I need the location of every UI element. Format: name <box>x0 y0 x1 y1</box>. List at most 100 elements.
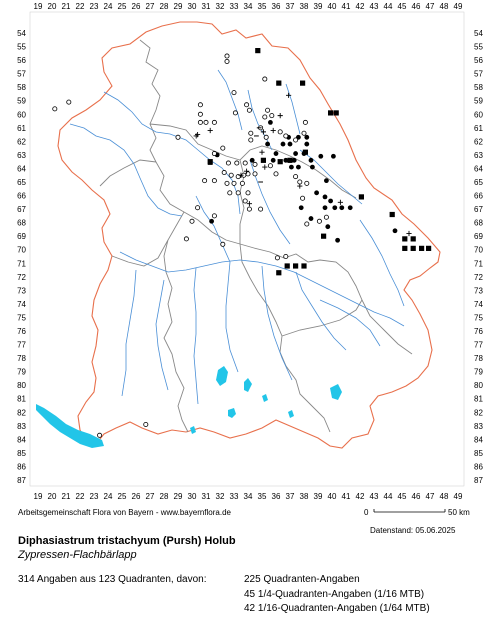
x-tick-label: 39 <box>314 492 323 501</box>
filled-circle-marker <box>318 153 324 159</box>
y-tick-label: 76 <box>474 327 483 336</box>
y-tick-label: 71 <box>17 259 26 268</box>
y-tick-label: 54 <box>474 29 483 38</box>
y-tick-label: 58 <box>474 83 483 92</box>
filled-circle-marker <box>280 141 286 147</box>
y-tick-label: 64 <box>474 164 483 173</box>
plus-marker <box>297 183 303 189</box>
open-circle-marker <box>220 241 226 247</box>
x-axis-top: 19 20 21 22 23 24 25 26 27 28 29 30 31 32 33 34 35 36 37 38… <box>34 2 463 11</box>
x-tick-label: 24 <box>104 2 113 11</box>
open-circle-marker <box>211 178 217 184</box>
plus-marker <box>259 149 265 155</box>
open-circle-marker <box>231 90 237 96</box>
filled-circle-marker <box>322 194 328 200</box>
x-tick-label: 25 <box>118 492 127 501</box>
filled-circle-marker <box>265 141 270 147</box>
y-tick-label: 79 <box>17 368 26 377</box>
x-tick-label: 48 <box>440 492 449 501</box>
x-tick-label: 30 <box>188 492 197 501</box>
open-circle-marker <box>225 160 231 166</box>
y-tick-label: 63 <box>17 151 26 160</box>
x-tick-label: 33 <box>230 492 239 501</box>
filled-circle-marker <box>324 178 329 184</box>
filled-circle-marker <box>332 205 338 211</box>
open-circle-marker <box>221 170 227 176</box>
open-circle-marker <box>183 236 189 242</box>
open-circle-marker <box>263 134 269 140</box>
x-tick-label: 43 <box>370 2 379 11</box>
open-circle-marker <box>252 171 258 177</box>
plus-marker <box>260 129 266 135</box>
filled-square-marker <box>284 263 290 269</box>
data-date: Datenstand: 05.06.2025 <box>370 526 456 535</box>
open-circle-marker <box>274 255 280 261</box>
filled-circle-marker <box>249 157 255 163</box>
x-tick-label: 32 <box>216 492 225 501</box>
y-tick-label: 58 <box>17 83 26 92</box>
x-tick-label: 38 <box>300 2 309 11</box>
x-tick-label: 34 <box>244 492 253 501</box>
x-tick-label: 22 <box>76 492 85 501</box>
x-tick-label: 27 <box>146 492 155 501</box>
open-circle-marker <box>224 53 230 59</box>
filled-square-marker <box>321 233 327 239</box>
open-circle-marker <box>220 145 226 151</box>
y-tick-label: 77 <box>17 341 26 350</box>
y-tick-label: 61 <box>17 124 26 133</box>
y-tick-label: 87 <box>474 476 483 485</box>
y-tick-label: 83 <box>17 422 26 431</box>
filled-square-marker <box>402 236 408 242</box>
filled-square-marker <box>389 211 395 218</box>
y-tick-label: 69 <box>17 232 26 241</box>
open-circle-marker <box>262 114 268 120</box>
y-tick-label: 74 <box>17 300 26 309</box>
filled-circle-marker <box>298 205 304 211</box>
y-tick-label: 57 <box>474 70 483 79</box>
x-tick-label: 40 <box>328 2 337 11</box>
y-tick-label: 60 <box>474 110 483 119</box>
y-tick-label: 71 <box>474 259 483 268</box>
filled-square-marker <box>276 270 282 276</box>
x-tick-label: 19 <box>34 2 43 11</box>
filled-square-marker <box>301 263 307 269</box>
y-tick-label: 78 <box>17 354 26 363</box>
y-tick-label: 77 <box>474 341 483 350</box>
x-tick-label: 38 <box>300 492 309 501</box>
plus-marker <box>195 131 201 138</box>
open-circle-marker <box>242 198 248 204</box>
plus-marker <box>262 164 268 170</box>
x-tick-label: 42 <box>356 2 365 11</box>
y-tick-label: 59 <box>474 97 483 106</box>
open-circle-marker <box>197 111 203 117</box>
scale-start-label: 0 <box>364 508 369 517</box>
y-tick-label: 55 <box>17 43 26 52</box>
x-tick-label: 30 <box>188 2 197 11</box>
x-tick-label: 34 <box>244 2 253 11</box>
open-circle-marker <box>235 190 241 196</box>
open-circle-marker <box>323 214 329 220</box>
x-tick-label: 26 <box>132 492 141 501</box>
open-circle-marker <box>224 180 230 186</box>
x-tick-label: 43 <box>370 492 379 501</box>
open-circle-marker <box>224 58 230 64</box>
filled-circle-marker <box>314 190 319 196</box>
y-tick-label: 66 <box>474 192 483 201</box>
x-tick-label: 49 <box>454 492 463 501</box>
filled-circle-marker <box>392 228 398 234</box>
filled-square-marker <box>410 245 416 251</box>
filled-circle-marker <box>291 157 297 163</box>
filled-circle-marker <box>296 164 301 170</box>
y-tick-label: 66 <box>17 192 26 201</box>
open-circle-marker <box>246 107 252 113</box>
filled-circle-marker <box>293 151 298 156</box>
open-circle-marker <box>304 180 310 186</box>
filled-circle-marker <box>268 120 273 125</box>
filled-square-marker <box>207 159 213 165</box>
open-circle-marker <box>227 190 233 196</box>
filled-square-marker <box>333 110 339 116</box>
open-circle-marker <box>231 180 237 186</box>
open-circle-marker <box>293 174 299 180</box>
x-tick-label: 45 <box>398 492 407 501</box>
open-circle-marker <box>211 119 217 125</box>
